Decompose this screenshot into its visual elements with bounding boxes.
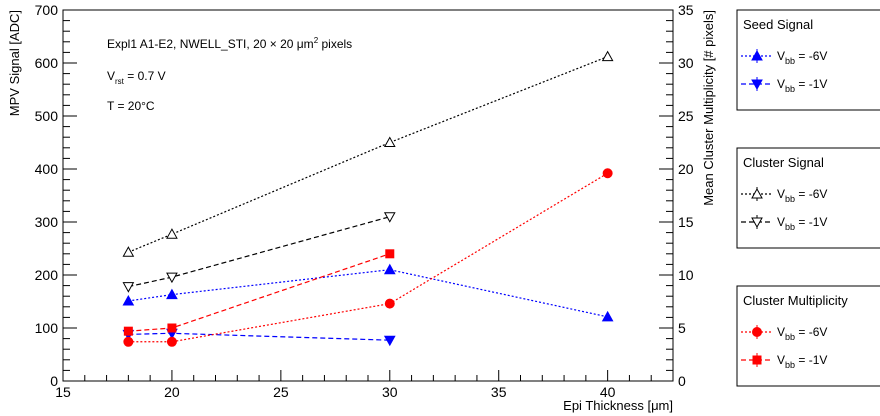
y-left-tick-label: 0 <box>50 373 58 389</box>
legend-title: Cluster Multiplicity <box>743 293 848 308</box>
y-left-tick-label: 400 <box>35 161 59 177</box>
data-point <box>166 336 177 347</box>
y-axis-label-left: MPV Signal [ADC] <box>7 10 22 116</box>
series-4 <box>123 168 613 347</box>
data-point <box>122 282 135 293</box>
y-right-tick-label: 15 <box>678 214 694 230</box>
axis-label-layer: Epi Thickness [μm] MPV Signal [ADC] Mean… <box>7 10 716 413</box>
plot-area-frame <box>62 9 674 382</box>
legend-label: Vbb = -6V <box>777 325 827 342</box>
data-point <box>383 335 396 347</box>
series-line <box>128 56 608 253</box>
legend-title: Cluster Signal <box>743 155 824 170</box>
y-right-tick-label: 25 <box>678 108 694 124</box>
legend-label: Vbb = -1V <box>777 353 827 370</box>
x-axis-label: Epi Thickness [μm] <box>563 398 673 413</box>
legend-label: Vbb = -6V <box>777 187 827 204</box>
y-left-tick-label: 200 <box>35 267 59 283</box>
legend-marker <box>751 187 763 199</box>
series-line <box>128 172 608 343</box>
data-point <box>123 336 134 347</box>
y-left-tick-label: 300 <box>35 214 59 230</box>
data-point <box>166 288 178 300</box>
y-left-tick-label: 100 <box>35 320 59 336</box>
legend-entry: Vbb = -6V <box>741 187 827 204</box>
x-tick-label: 20 <box>164 384 180 400</box>
x-tick-label: 40 <box>600 384 616 400</box>
legend-entry: Vbb = -1V <box>741 215 827 232</box>
data-point <box>383 263 396 275</box>
annotation-temperature: T = 20°C <box>107 99 155 113</box>
y-axis-label-right: Mean Cluster Multiplicity [# pixels] <box>701 10 716 206</box>
data-point <box>385 249 395 259</box>
legend-marker <box>751 79 763 91</box>
legend-group-1: Cluster Signal Vbb = -6V Vbb = -1V <box>736 147 880 249</box>
legend-title: Seed Signal <box>743 17 813 32</box>
legend-label: Vbb = -1V <box>777 77 827 94</box>
series-line <box>128 332 390 341</box>
y-right-tick-label: 30 <box>678 55 694 71</box>
data-point <box>166 228 178 239</box>
series-1 <box>122 328 396 347</box>
legend-label: Vbb = -1V <box>777 215 827 232</box>
legend-marker <box>752 327 762 337</box>
series-line <box>128 253 390 332</box>
legend-entry: Vbb = -1V <box>741 353 827 370</box>
data-point <box>383 212 396 223</box>
legend-box <box>736 285 880 387</box>
data-point <box>166 272 178 284</box>
y-right-tick-label: 0 <box>678 373 686 389</box>
annotation-setup: Expl1 A1-E2, NWELL_STI, 20 × 20 μm2 pixe… <box>107 36 352 51</box>
legend-marker <box>751 217 763 229</box>
legend-label: Vbb = -6V <box>777 49 827 66</box>
y-left-tick-label: 700 <box>35 2 59 18</box>
y-right-tick-label: 10 <box>678 267 694 283</box>
x-tick-label: 35 <box>491 384 507 400</box>
data-point <box>601 310 614 322</box>
legend-marker <box>751 49 763 61</box>
legend-entry: Vbb = -6V <box>741 49 827 66</box>
data-point <box>122 294 135 306</box>
annotation-vrst: Vrst = 0.7 V <box>107 69 166 86</box>
legend-group-2: Cluster Multiplicity Vbb = -6V Vbb = -1V <box>736 285 880 387</box>
data-point <box>602 168 613 179</box>
y-right-tick-label: 5 <box>678 320 686 336</box>
series-0 <box>122 263 614 322</box>
y-left-tick-label: 500 <box>35 108 59 124</box>
series-line <box>128 269 608 318</box>
series-line <box>128 216 390 288</box>
y-right-tick-label: 20 <box>678 161 694 177</box>
series-2 <box>122 50 614 257</box>
data-point <box>123 326 133 336</box>
data-point <box>122 246 135 257</box>
legend-marker <box>752 355 762 365</box>
series-layer <box>122 50 614 347</box>
x-tick-label: 15 <box>55 384 71 400</box>
legend-group-0: Seed Signal Vbb = -6V Vbb = -1V <box>736 9 880 111</box>
y-left-tick-label: 600 <box>35 55 59 71</box>
data-point <box>167 323 177 333</box>
legend-entry: Vbb = -6V <box>741 325 827 342</box>
series-5 <box>123 249 395 336</box>
data-point <box>383 136 396 147</box>
series-3 <box>122 212 396 293</box>
y-right-tick-label: 35 <box>678 2 694 18</box>
data-point <box>384 298 395 309</box>
x-tick-label: 30 <box>382 384 398 400</box>
data-point <box>601 50 614 62</box>
annotation-layer: Expl1 A1-E2, NWELL_STI, 20 × 20 μm2 pixe… <box>107 36 352 113</box>
plot-frame-layer: 15 20 25 30 35 400100200300400500600700051015… <box>35 2 694 400</box>
legend-entry: Vbb = -1V <box>741 77 827 94</box>
x-tick-label: 25 <box>273 384 289 400</box>
